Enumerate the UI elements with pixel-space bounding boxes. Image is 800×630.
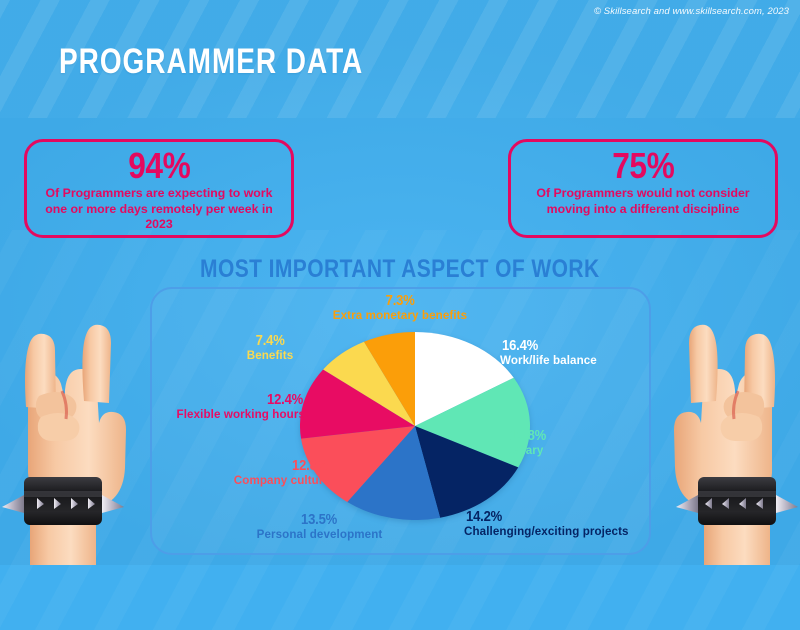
pie-label-name: Challenging/exciting projects (464, 525, 629, 538)
copyright-notice: © Skillsearch and www.skillsearch.com, 2… (593, 6, 789, 17)
pie-label-personal-development: 13.5% Personal development (232, 512, 407, 542)
pie-label-value: 7.4% (255, 333, 285, 349)
rock-hand-icon-left (0, 295, 147, 565)
pie-label-name: Work/life balance (500, 354, 597, 367)
pie-slice-group (300, 332, 530, 520)
stat-description: Of Programmers are expecting to work one… (45, 186, 273, 231)
pie-chart-svg (300, 332, 530, 520)
rock-hand-icon-right (653, 295, 800, 565)
pie-label-name: Extra monetary benefits (332, 309, 468, 322)
pie-label-value: 16.4% (502, 338, 539, 354)
stat-value: 94% (127, 145, 191, 186)
pie-label-extra-monetary-benefits: 7.3% Extra monetary benefits (258, 293, 542, 323)
pie-label-work-life-balance: 16.4% Work/life balance (500, 338, 640, 368)
chart-heading-text: MOST IMPORTANT ASPECT OF WORK (200, 255, 600, 283)
stat-description: Of Programmers would not consider moving… (536, 186, 750, 216)
pie-slice (363, 332, 415, 426)
pie-label-salary: 15.8% Salary (508, 428, 638, 458)
pie-label-value: 12.8% (291, 458, 328, 474)
pie-chart (300, 332, 530, 520)
pie-slice (415, 332, 514, 426)
pie-slice (323, 341, 415, 426)
pie-slice (300, 369, 415, 439)
pie-label-name: Flexible working hours (176, 408, 305, 421)
page-title: PROGRAMMER DATA (59, 42, 364, 81)
pie-label-name: Salary (508, 444, 544, 457)
pie-label-value: 14.2% (466, 509, 503, 525)
pie-label-challenging-exciting-projects: 14.2% Challenging/exciting projects (464, 509, 664, 539)
pie-label-value: 15.8% (510, 428, 547, 444)
pie-slice (415, 377, 530, 468)
pie-slice (301, 426, 415, 502)
pie-label-value: 13.5% (301, 512, 338, 528)
stat-value: 75% (611, 145, 675, 186)
stat-card-remote-work: 94% Of Programmers are expecting to work… (24, 139, 294, 238)
pie-label-value: 7.3% (385, 293, 415, 309)
pie-label-benefits: 7.4% Benefits (200, 333, 340, 363)
chart-panel (150, 287, 651, 555)
stat-card-discipline: 75% Of Programmers would not consider mo… (508, 139, 778, 238)
pie-label-name: Benefits (246, 349, 294, 362)
header-stripe-pattern (0, 0, 800, 118)
pie-slice (347, 426, 441, 520)
pie-label-value: 12.4% (266, 392, 303, 408)
header-band (0, 0, 800, 118)
pie-label-name: Company culture (233, 474, 330, 487)
pie-label-company-culture: 12.8% Company culture (175, 458, 330, 488)
pie-slice (415, 426, 519, 518)
pie-label-name: Personal development (256, 528, 383, 541)
pie-label-flexible-working-hours: 12.4% Flexible working hours (140, 392, 305, 422)
chart-heading: MOST IMPORTANT ASPECT OF WORK (0, 256, 800, 283)
